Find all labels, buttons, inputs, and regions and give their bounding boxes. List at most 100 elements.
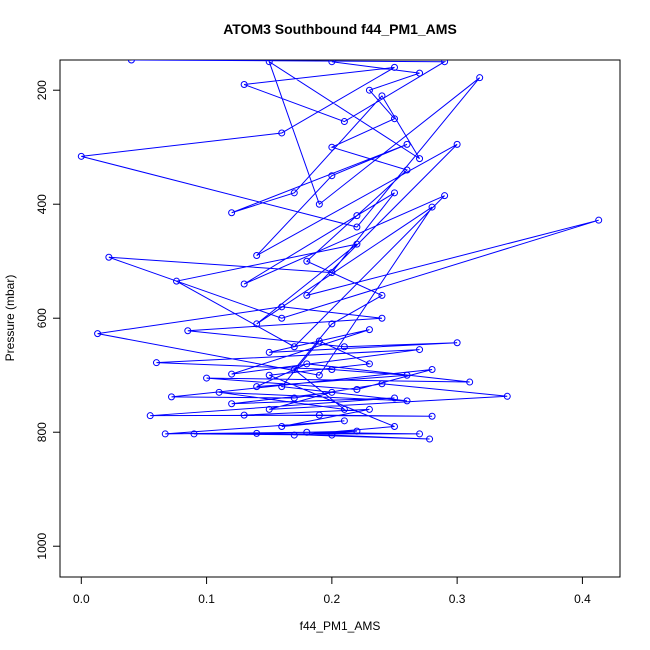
data-point bbox=[390, 189, 398, 197]
y-tick-label: 1000 bbox=[35, 533, 49, 560]
data-point bbox=[340, 343, 348, 351]
data-point bbox=[365, 405, 373, 413]
data-point bbox=[403, 166, 411, 174]
data-point bbox=[253, 429, 261, 437]
data-point bbox=[328, 366, 336, 374]
data-point bbox=[426, 435, 434, 443]
data-point bbox=[428, 203, 436, 211]
data-point bbox=[290, 343, 298, 351]
data-point bbox=[378, 291, 386, 299]
data-point bbox=[265, 348, 273, 356]
data-point bbox=[240, 280, 248, 288]
data-point bbox=[105, 253, 113, 261]
data-point bbox=[353, 223, 361, 231]
data-point bbox=[353, 427, 361, 435]
data-point bbox=[253, 252, 261, 260]
data-point bbox=[315, 337, 323, 345]
data-point bbox=[253, 383, 261, 391]
data-point bbox=[378, 92, 386, 100]
data-point bbox=[390, 63, 398, 71]
data-point bbox=[390, 394, 398, 402]
data-point bbox=[240, 411, 248, 419]
data-point bbox=[215, 388, 223, 396]
x-tick-label: 0.1 bbox=[198, 592, 215, 606]
data-point bbox=[416, 155, 424, 163]
data-point bbox=[476, 74, 484, 82]
data-point bbox=[328, 320, 336, 328]
data-point bbox=[340, 405, 348, 413]
data-point bbox=[353, 240, 361, 248]
data-point bbox=[340, 118, 348, 126]
data-point bbox=[503, 392, 511, 400]
data-point bbox=[290, 394, 298, 402]
data-point bbox=[416, 430, 424, 438]
data-point bbox=[466, 378, 474, 386]
x-tick-label: 0.3 bbox=[449, 592, 466, 606]
data-point bbox=[290, 431, 298, 439]
data-point bbox=[290, 366, 298, 374]
data-point bbox=[403, 397, 411, 405]
data-point bbox=[94, 330, 102, 338]
data-point bbox=[303, 291, 311, 299]
data-point bbox=[365, 326, 373, 334]
data-point bbox=[353, 212, 361, 220]
data-point bbox=[403, 140, 411, 148]
data-point bbox=[278, 423, 286, 431]
data-point bbox=[315, 200, 323, 208]
x-axis-label: f44_PM1_AMS bbox=[300, 619, 381, 633]
chart-title: ATOM3 Southbound f44_PM1_AMS bbox=[223, 21, 457, 37]
data-point bbox=[228, 400, 236, 408]
plot-frame bbox=[59, 59, 621, 578]
data-point bbox=[303, 360, 311, 368]
data-point bbox=[378, 314, 386, 322]
y-axis-label: Pressure (mbar) bbox=[3, 275, 17, 362]
data-point bbox=[167, 393, 175, 401]
series-line bbox=[81, 60, 599, 440]
data-point bbox=[453, 339, 461, 347]
data-point bbox=[290, 189, 298, 197]
x-tick-label: 0.0 bbox=[73, 592, 90, 606]
data-point bbox=[152, 359, 160, 367]
data-point bbox=[127, 60, 135, 64]
data-point bbox=[365, 360, 373, 368]
data-point bbox=[428, 366, 436, 374]
data-point bbox=[173, 277, 181, 285]
data-point bbox=[353, 385, 361, 393]
data-point bbox=[403, 371, 411, 379]
y-tick-label: 800 bbox=[35, 422, 49, 442]
data-point bbox=[390, 423, 398, 431]
data-point bbox=[240, 81, 248, 89]
data-point bbox=[228, 370, 236, 378]
data-point bbox=[265, 60, 273, 66]
data-point bbox=[265, 371, 273, 379]
data-point bbox=[328, 431, 336, 439]
data-point bbox=[278, 303, 286, 311]
data-point bbox=[428, 412, 436, 420]
data-point bbox=[190, 430, 198, 438]
data-point bbox=[278, 383, 286, 391]
y-tick-label: 600 bbox=[35, 308, 49, 328]
data-point bbox=[278, 129, 286, 137]
data-point bbox=[303, 257, 311, 265]
data-point bbox=[328, 172, 336, 180]
data-point bbox=[416, 69, 424, 77]
data-point bbox=[303, 428, 311, 436]
data-point bbox=[203, 374, 211, 382]
data-point bbox=[441, 60, 449, 66]
data-point bbox=[453, 140, 461, 148]
data-point bbox=[365, 86, 373, 94]
data-point bbox=[378, 380, 386, 388]
data-point bbox=[161, 430, 169, 438]
data-point bbox=[328, 269, 336, 277]
data-point bbox=[184, 327, 192, 335]
x-tick-label: 0.2 bbox=[324, 592, 341, 606]
data-point bbox=[228, 209, 236, 217]
x-tick-label: 0.4 bbox=[574, 592, 591, 606]
data-point bbox=[265, 405, 273, 413]
data-point bbox=[278, 314, 286, 322]
data-point bbox=[146, 412, 154, 420]
y-tick-label: 400 bbox=[35, 194, 49, 214]
data-point bbox=[328, 143, 336, 151]
data-point bbox=[340, 417, 348, 425]
